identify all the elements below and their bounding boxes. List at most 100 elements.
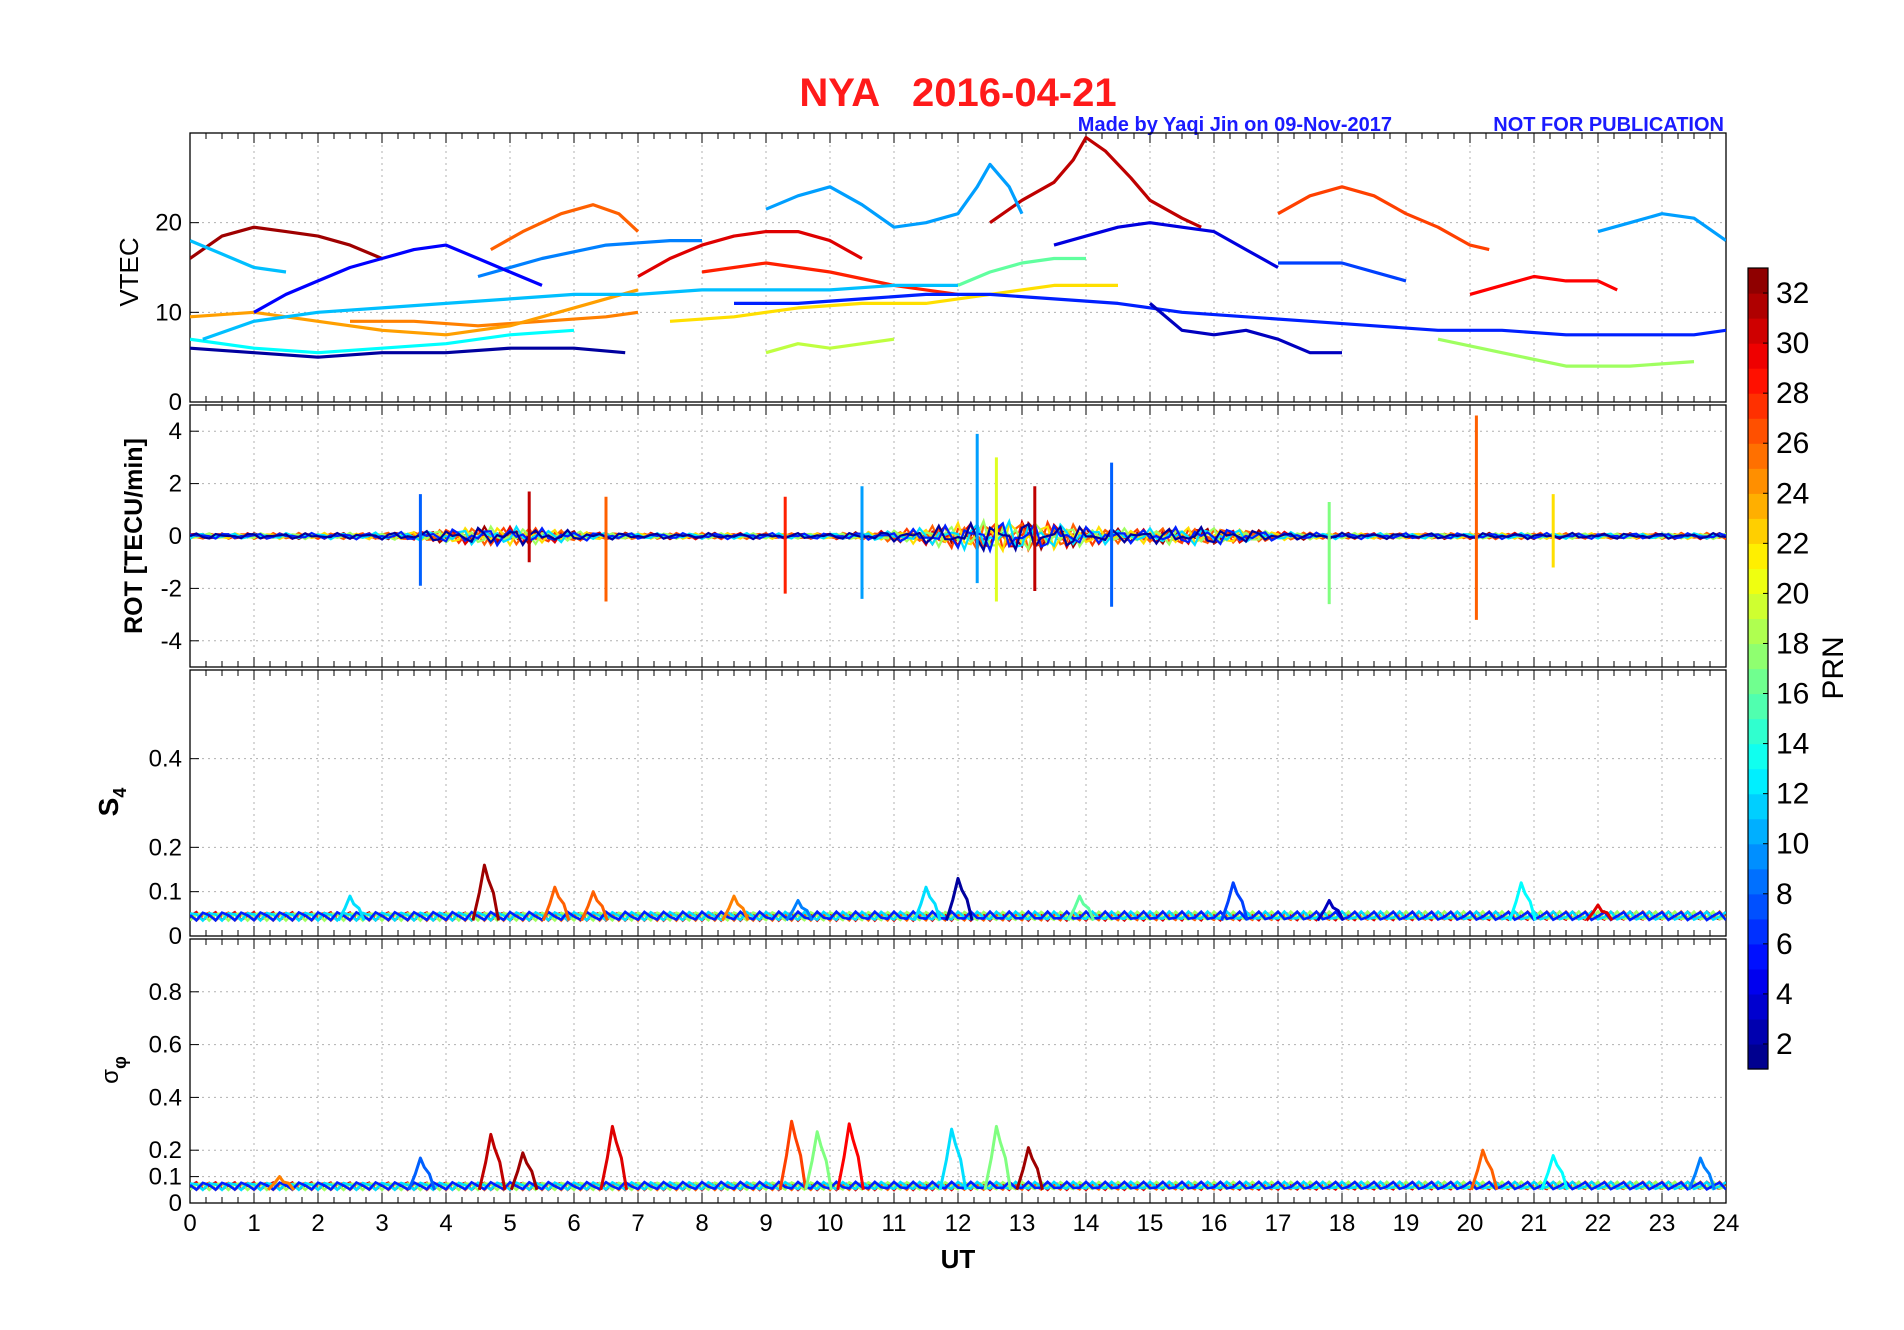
y-tick-label: -4 — [161, 628, 182, 655]
colorbar-segment — [1748, 493, 1768, 519]
x-tick-label: 23 — [1649, 1210, 1676, 1237]
x-tick-label: 16 — [1201, 1210, 1228, 1237]
sigma-phi-panel: 00.10.20.40.60.80 1 2 3 4 5 6 7 8 9 10 11 12 13 14 15 16… — [149, 938, 1740, 1237]
colorbar-tick-label: 14 — [1776, 728, 1809, 761]
colorbar-segment — [1748, 393, 1768, 419]
scint-peak — [913, 885, 942, 922]
vtec-panel: 0 10 20 — [155, 132, 1727, 416]
vtec-axis-label: VTEC — [114, 237, 144, 306]
scint-peak — [1220, 881, 1249, 921]
rot-series-group — [190, 415, 1726, 620]
colorbar-label: PRN — [1817, 636, 1850, 699]
scint-series-line — [190, 909, 1726, 923]
chart-title: NYA 2016-04-21 — [799, 71, 1116, 115]
scint-peak — [1316, 899, 1345, 922]
scint-series-line — [190, 1180, 1726, 1192]
vtec-series-line — [190, 288, 639, 337]
colorbar-tick-label: 10 — [1776, 828, 1809, 861]
vtec-series-line — [1469, 274, 1618, 296]
colorbar-segment — [1748, 943, 1768, 970]
y-tick-label: 0.2 — [149, 834, 182, 861]
vtec-series-line — [1277, 185, 1490, 252]
x-tick-label: 18 — [1329, 1210, 1356, 1237]
colorbar-tick-label: 28 — [1776, 377, 1809, 410]
x-tick-label: 24 — [1713, 1210, 1740, 1237]
colorbar-tick-label: 20 — [1776, 577, 1809, 610]
y-tick-label: 0.4 — [149, 1084, 182, 1111]
x-tick-label: 12 — [945, 1210, 972, 1237]
colorbar-segment — [1748, 893, 1768, 920]
colorbar-tick-label: 24 — [1776, 477, 1809, 510]
credit-text: Made by Yaqi Jin on 09-Nov-2017 — [1078, 114, 1392, 136]
rot-axis-label: ROT [TECU/min] — [120, 438, 148, 634]
y-tick-label: 0.1 — [149, 1164, 182, 1191]
colorbar-segment — [1748, 1018, 1768, 1045]
sigma-phi-axis-label: σφ — [97, 1056, 130, 1084]
colorbar-segment — [1748, 343, 1768, 369]
scint-peak — [836, 1122, 865, 1191]
scint-series-line — [190, 1180, 1726, 1192]
rot-series-line — [190, 517, 1726, 553]
x-tick-label: 10 — [817, 1210, 844, 1237]
vtec-series-line — [202, 283, 958, 341]
colorbar-segment — [1748, 693, 1768, 720]
x-tick-label: 14 — [1073, 1210, 1100, 1237]
rot-panel: -4 -2 0 2 4 — [161, 404, 1727, 668]
scint-peak — [1015, 1146, 1044, 1191]
x-tick-label: 17 — [1265, 1210, 1292, 1237]
s4-panel: 0 0.1 0.2 0.4 — [149, 669, 1727, 950]
scint-series-group — [190, 1119, 1726, 1192]
colorbar-tick-label: 8 — [1776, 878, 1793, 911]
colorbar-segment — [1748, 968, 1768, 995]
scint-peak — [1508, 881, 1537, 921]
x-tick-label: 1 — [247, 1210, 260, 1237]
colorbar-tick-label: 2 — [1776, 1028, 1793, 1061]
colorbar-segment — [1748, 593, 1768, 620]
colorbar-frame — [1747, 267, 1769, 1070]
colorbar-segment — [1748, 368, 1768, 394]
x-tick-label: 22 — [1585, 1210, 1612, 1237]
x-tick-label: 21 — [1521, 1210, 1548, 1237]
colorbar-tick-label: 22 — [1776, 527, 1809, 560]
sigma-phi-axis-label-sub: φ — [110, 1056, 130, 1069]
vtec-series-line — [734, 292, 1726, 337]
x-axis-label: UT — [941, 1244, 976, 1274]
s4-axis-label: S4 — [93, 788, 130, 817]
colorbar-segment — [1748, 518, 1768, 544]
x-tick-label: 19 — [1393, 1210, 1420, 1237]
x-tick-label: 7 — [631, 1210, 644, 1237]
scint-peak — [1687, 1156, 1716, 1191]
axis-frame — [189, 938, 1727, 1204]
colorbar-segment — [1748, 743, 1768, 770]
scint-peak — [983, 1124, 1012, 1191]
colorbar-segment — [1748, 918, 1768, 945]
vtec-series-line — [253, 243, 543, 314]
y-tick-label: -2 — [161, 575, 182, 602]
sigma-phi-axis-label-main: σ — [97, 1069, 124, 1084]
scint-peak — [580, 890, 609, 922]
colorbar-segment — [1748, 868, 1768, 895]
y-tick-label: 0.6 — [149, 1032, 182, 1059]
vtec-series-line — [669, 283, 1118, 323]
colorbar-segment — [1748, 443, 1768, 469]
y-tick-label: 0.1 — [149, 879, 182, 906]
vtec-series-line — [1597, 212, 1726, 242]
x-tick-label: 6 — [567, 1210, 580, 1237]
x-tick-label: 8 — [695, 1210, 708, 1237]
y-tick-label: 0.2 — [149, 1137, 182, 1164]
scint-peak — [541, 885, 571, 922]
colorbar-segment — [1748, 993, 1768, 1020]
vtec-series-line — [1278, 261, 1407, 283]
scint-peak — [1585, 903, 1614, 922]
x-tick-label: 0 — [183, 1210, 196, 1237]
scint-peak — [945, 876, 974, 921]
scint-peak — [804, 1130, 833, 1191]
scint-peak — [1469, 1148, 1499, 1191]
colorbar-tick-label: 26 — [1776, 427, 1809, 460]
vtec-series-line — [1053, 221, 1279, 269]
vtec-series-group — [190, 135, 1726, 368]
x-tick-label: 9 — [759, 1210, 772, 1237]
colorbar-segment — [1748, 718, 1768, 745]
